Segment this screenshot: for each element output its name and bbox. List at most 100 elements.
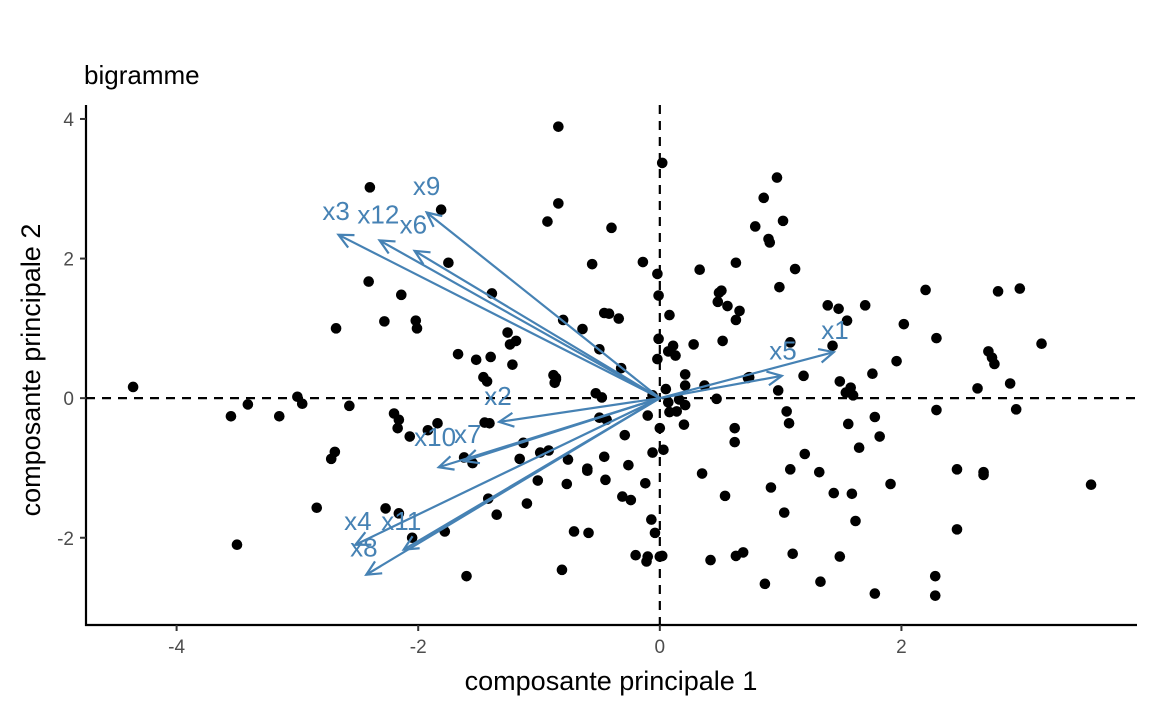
data-point — [653, 333, 664, 345]
x-tick-label: 0 — [655, 637, 666, 658]
reference-lines — [86, 105, 1137, 625]
data-point — [393, 414, 405, 426]
data-point — [658, 444, 669, 456]
data-point — [662, 397, 674, 408]
data-point — [379, 316, 390, 327]
data-point — [514, 453, 525, 465]
arrowhead-x5 — [766, 370, 785, 387]
data-point — [730, 257, 742, 269]
data-point — [789, 263, 801, 275]
data-point — [920, 284, 931, 296]
data-point — [898, 318, 910, 330]
data-point — [771, 172, 783, 183]
loading-label-x7: x7 — [454, 419, 481, 449]
loading-arrow-x9 — [425, 211, 661, 400]
loading-label-x6: x6 — [400, 209, 427, 239]
data-point — [885, 478, 896, 490]
data-point — [461, 570, 472, 582]
loading-label-x8: x8 — [350, 533, 377, 563]
x-tick-label: -4 — [168, 637, 185, 658]
arrowhead-x4 — [353, 531, 372, 546]
data-point — [729, 422, 741, 434]
data-point — [502, 327, 513, 338]
data-point — [758, 192, 770, 204]
data-point — [231, 539, 243, 551]
data-point — [507, 359, 518, 370]
data-point — [582, 465, 593, 477]
data-point — [1014, 283, 1026, 294]
data-point — [859, 300, 871, 311]
loading-label-x5: x5 — [769, 336, 796, 366]
loading-arrow-x12 — [379, 239, 661, 400]
data-point — [764, 237, 776, 248]
data-point — [719, 490, 731, 502]
data-point — [556, 564, 568, 576]
data-point — [225, 411, 237, 422]
data-point — [127, 381, 139, 393]
data-point — [404, 431, 416, 442]
data-point — [931, 404, 942, 416]
data-point — [765, 482, 777, 493]
data-point — [781, 406, 792, 417]
data-point — [586, 258, 598, 270]
x-axis-ticks: -4 -2 0 2 — [168, 625, 907, 658]
data-point — [929, 590, 941, 601]
data-point — [867, 368, 878, 380]
data-point — [613, 313, 625, 324]
data-point — [678, 419, 690, 430]
data-point — [841, 315, 853, 326]
data-point — [452, 348, 464, 360]
data-point — [606, 222, 617, 234]
data-point — [484, 417, 495, 429]
data-point — [364, 182, 376, 193]
data-point — [649, 527, 661, 539]
data-point — [853, 442, 865, 454]
data-point — [972, 383, 983, 394]
data-point — [532, 475, 544, 486]
data-point — [784, 464, 796, 475]
data-point — [642, 410, 654, 421]
data-point — [989, 358, 1000, 370]
data-point — [561, 478, 573, 490]
data-point — [640, 478, 651, 489]
data-point — [553, 121, 564, 132]
data-point — [777, 215, 789, 227]
loading-label-x4: x4 — [344, 506, 371, 536]
loading-label-x3: x3 — [322, 196, 349, 226]
loading-arrow-x10 — [438, 397, 661, 469]
data-point — [600, 474, 611, 486]
data-point — [363, 276, 374, 287]
data-point — [568, 526, 580, 537]
data-point — [432, 417, 443, 429]
data-point — [679, 399, 691, 411]
data-point — [694, 264, 705, 276]
data-point — [521, 498, 533, 509]
data-point — [392, 422, 403, 434]
data-point — [874, 431, 885, 442]
loading-label-x1: x1 — [821, 315, 848, 345]
data-point — [435, 204, 447, 215]
data-point — [978, 469, 989, 481]
data-point — [623, 459, 634, 471]
data-point — [778, 507, 790, 518]
data-point — [647, 447, 658, 458]
arrowhead-x7 — [461, 449, 481, 465]
data-point — [729, 436, 741, 448]
data-point — [1085, 479, 1097, 491]
loading-label-x11: x11 — [381, 506, 421, 536]
data-point — [951, 524, 963, 535]
arrowhead-x3 — [336, 233, 355, 249]
loading-arrows — [336, 210, 837, 577]
data-point — [642, 551, 654, 562]
data-point — [491, 509, 503, 521]
data-point — [510, 335, 522, 347]
data-point — [577, 323, 588, 335]
data-point — [833, 303, 844, 315]
data-point — [411, 323, 423, 334]
data-point — [869, 411, 881, 423]
data-point — [705, 554, 716, 566]
y-axis-title: composante principale 2 — [16, 224, 46, 517]
y-tick-label: -2 — [57, 529, 74, 550]
x-axis-title: composante principale 1 — [465, 666, 758, 696]
